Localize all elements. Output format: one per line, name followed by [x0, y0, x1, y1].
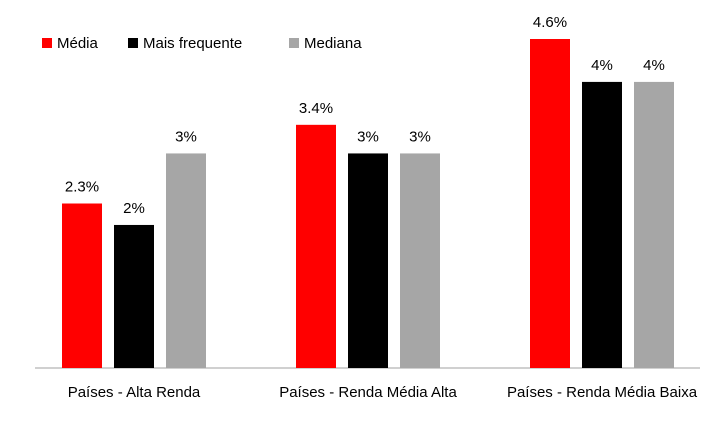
bar — [582, 81, 622, 369]
legend-swatch — [128, 38, 138, 48]
value-label: 4% — [591, 57, 613, 74]
bar — [530, 39, 570, 368]
value-label: 4% — [643, 57, 665, 74]
legend-swatch — [289, 38, 299, 48]
value-label: 3.4% — [299, 100, 333, 117]
bar — [114, 224, 154, 368]
value-label: 2.3% — [65, 178, 99, 195]
bar — [348, 153, 388, 368]
x-tick-label: Países - Alta Renda — [67, 384, 201, 401]
bar — [166, 153, 206, 368]
value-label: 3% — [409, 128, 431, 145]
bar — [296, 124, 336, 369]
legend-label: Média — [57, 35, 99, 52]
value-label: 2% — [123, 200, 145, 217]
value-label: 3% — [357, 128, 379, 145]
legend-swatch — [42, 38, 52, 48]
x-tick-label: Países - Renda Média Baixa — [506, 384, 698, 401]
bar — [634, 81, 674, 369]
x-tick-label: Países - Renda Média Alta — [279, 384, 457, 401]
value-label: 4.6% — [533, 14, 567, 31]
bar — [400, 153, 440, 368]
legend-label: Mediana — [304, 35, 362, 52]
value-label: 3% — [175, 128, 197, 145]
legend-label: Mais frequente — [143, 35, 242, 52]
bar — [62, 203, 102, 368]
